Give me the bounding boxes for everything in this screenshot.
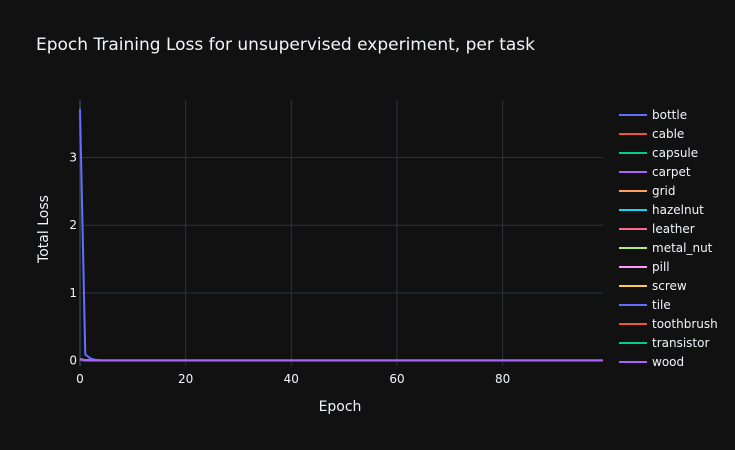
legend-label: hazelnut: [652, 203, 704, 217]
legend-label: wood: [652, 355, 684, 369]
legend-label: toothbrush: [652, 317, 718, 331]
legend-item-bottle[interactable]: bottle: [619, 108, 687, 122]
legend-label: carpet: [652, 165, 691, 179]
y-tick-label: 2: [69, 218, 77, 232]
legend-item-leather[interactable]: leather: [619, 222, 695, 236]
axis-ticks: 0 20 40 60 80 0 1 2 3: [69, 151, 510, 386]
legend-label: cable: [652, 127, 684, 141]
legend-label: transistor: [652, 336, 709, 350]
y-axis-label: Total Loss: [36, 195, 52, 264]
y-tick-label: 1: [69, 286, 77, 300]
legend-item-metal-nut[interactable]: metal_nut: [619, 241, 713, 255]
legend-label: leather: [652, 222, 695, 236]
legend-label: grid: [652, 184, 676, 198]
legend-label: screw: [652, 279, 687, 293]
legend-item-wood[interactable]: wood: [619, 355, 684, 369]
legend-item-carpet[interactable]: carpet: [619, 165, 691, 179]
legend-item-capsule[interactable]: capsule: [619, 146, 698, 160]
legend-label: pill: [652, 260, 670, 274]
x-axis-label: Epoch: [319, 399, 362, 415]
x-tick-label: 80: [495, 372, 510, 386]
legend-item-screw[interactable]: screw: [619, 279, 687, 293]
x-tick-label: 20: [178, 372, 193, 386]
legend-item-transistor[interactable]: transistor: [619, 336, 709, 350]
y-tick-label: 3: [69, 151, 77, 165]
x-tick-label: 40: [284, 372, 299, 386]
legend-item-pill[interactable]: pill: [619, 260, 670, 274]
legend-item-toothbrush[interactable]: toothbrush: [619, 317, 718, 331]
legend-label: metal_nut: [652, 241, 713, 255]
chart-title: Epoch Training Loss for unsupervised exp…: [36, 35, 535, 55]
legend-label: bottle: [652, 108, 687, 122]
legend-label: capsule: [652, 146, 698, 160]
plot-area: [79, 108, 603, 362]
x-tick-label: 60: [389, 372, 404, 386]
legend: bottle cable capsule carpet grid hazelnut leat…: [619, 108, 718, 369]
y-tick-label: 0: [69, 354, 77, 368]
legend-item-hazelnut[interactable]: hazelnut: [619, 203, 704, 217]
legend-item-cable[interactable]: cable: [619, 127, 684, 141]
x-tick-label: 0: [76, 372, 84, 386]
series-line-wood: [79, 358, 603, 362]
legend-item-tile[interactable]: tile: [619, 298, 671, 312]
legend-label: tile: [652, 298, 671, 312]
legend-item-grid[interactable]: grid: [619, 184, 676, 198]
